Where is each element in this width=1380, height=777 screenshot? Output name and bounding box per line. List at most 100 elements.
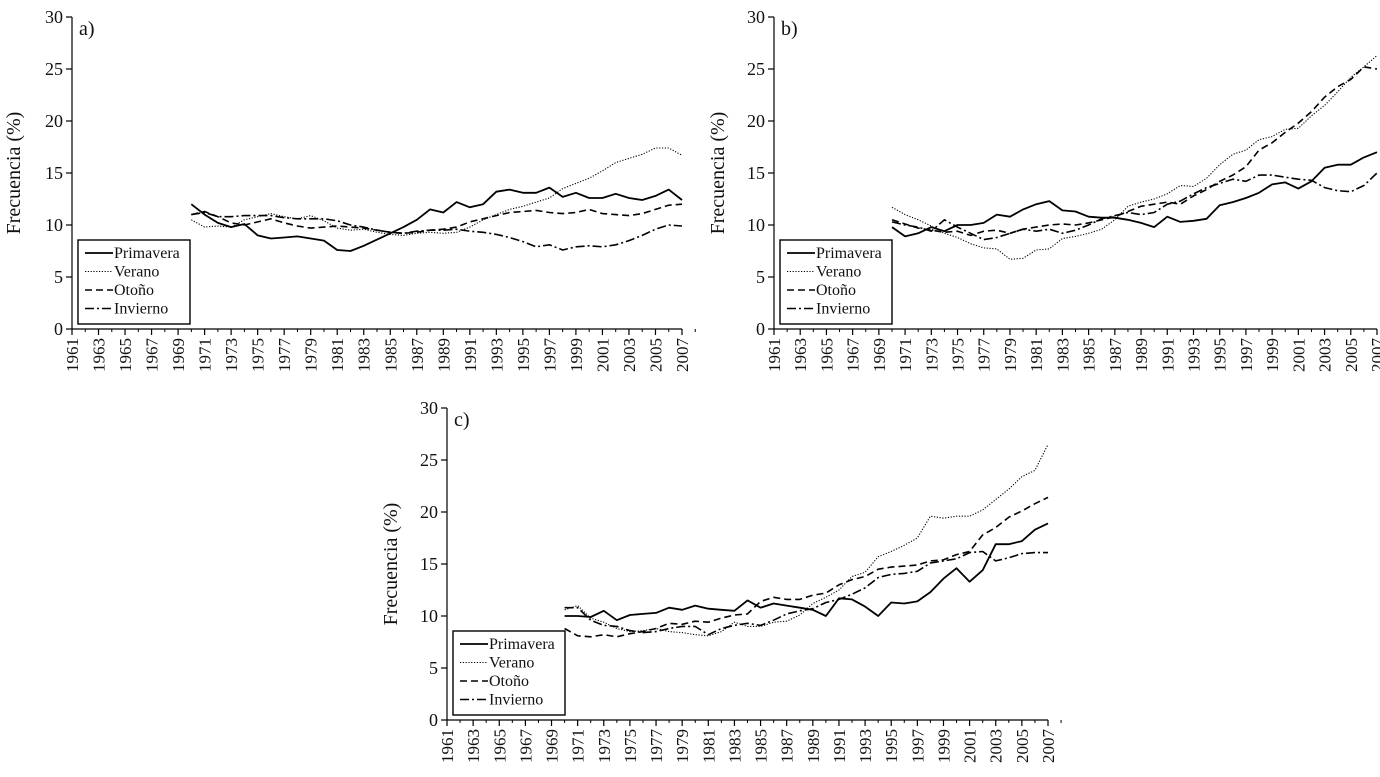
x-tick-label: 1965 — [490, 729, 509, 763]
x-tick-label: 1989 — [434, 338, 453, 372]
y-tick-label: 10 — [45, 215, 63, 235]
x-tick-label: 1997 — [908, 729, 927, 764]
x-tick-label: 1999 — [1263, 338, 1282, 372]
x-tick-label: 2007 — [1039, 729, 1058, 764]
x-tick-label: 1985 — [1080, 338, 1099, 372]
x-tick-label: 2001 — [1289, 338, 1308, 372]
x-tick-label: 1961 — [765, 338, 784, 372]
y-axis-label: Frecuencia (%) — [380, 503, 402, 626]
x-tick-label: 1995 — [882, 729, 901, 763]
x-tick-label: 1993 — [487, 338, 506, 372]
x-tick-label: 1993 — [1184, 338, 1203, 372]
y-tick-label: 10 — [747, 215, 765, 235]
x-tick-label: 1987 — [408, 338, 427, 373]
x-tick-label: 1971 — [196, 338, 215, 372]
x-tick-label: 1965 — [116, 338, 135, 372]
series-line-otono — [191, 203, 683, 235]
x-tick-label: 1967 — [143, 338, 162, 373]
y-tick-label: 30 — [45, 7, 63, 27]
legend-label-primavera: Primavera — [816, 245, 882, 262]
legend-label-verano: Verano — [114, 264, 159, 281]
x-tick-label: 1997 — [1237, 338, 1256, 373]
x-tick-label: 2001 — [593, 338, 612, 372]
x-tick-label: 1973 — [222, 338, 241, 372]
y-tick-label: 25 — [420, 450, 438, 470]
y-tick-label: 25 — [747, 59, 765, 79]
x-tick-label: 1983 — [1053, 338, 1072, 372]
y-tick-label: 15 — [747, 163, 765, 183]
x-tick-label: 2003 — [1316, 338, 1335, 372]
x-tick-label: 1989 — [1132, 338, 1151, 372]
x-tick-label: 1991 — [1158, 338, 1177, 372]
panel-label: b) — [781, 18, 798, 40]
y-tick-label: 0 — [756, 319, 765, 339]
y-tick-label: 0 — [54, 319, 63, 339]
x-tick-label: 1971 — [569, 729, 588, 763]
legend-label-otono: Otoño — [114, 282, 154, 299]
x-tick-label: 2003 — [620, 338, 639, 372]
series-line-verano — [564, 444, 1049, 637]
x-tick-label: 1969 — [169, 338, 188, 372]
legend-label-verano: Verano — [816, 264, 861, 281]
x-tick-label: 1999 — [567, 338, 586, 372]
legend-label-verano: Verano — [489, 655, 534, 672]
x-tick-label: 1971 — [896, 338, 915, 372]
legend-label-otono: Otoño — [489, 673, 529, 690]
x-tick-label: 1983 — [725, 729, 744, 763]
panel-label: c) — [454, 409, 470, 431]
x-tick-label: 1981 — [328, 338, 347, 372]
series-line-otono — [891, 66, 1378, 237]
x-tick-label: 1997 — [540, 338, 559, 373]
legend-label-primavera: Primavera — [489, 636, 555, 653]
x-tick-label: 1963 — [464, 729, 483, 763]
x-tick-label: 1991 — [830, 729, 849, 763]
x-tick-label: 1987 — [1106, 338, 1125, 373]
x-tick-label: 1995 — [514, 338, 533, 372]
panel-label: a) — [79, 18, 95, 40]
x-tick-label: 1979 — [1001, 338, 1020, 372]
x-tick-label: 1975 — [249, 338, 268, 372]
legend-box — [452, 630, 566, 716]
legend-label-otono: Otoño — [816, 282, 856, 299]
legend-box — [77, 239, 191, 325]
x-tick-label: 1961 — [63, 338, 82, 372]
legend-label-invierno: Invierno — [114, 301, 168, 318]
x-tick-label: 2001 — [961, 729, 980, 763]
x-tick-label: 1981 — [1027, 338, 1046, 372]
y-tick-label: 5 — [756, 267, 765, 287]
series-line-verano — [191, 147, 683, 236]
x-tick-label: 1985 — [381, 338, 400, 372]
x-tick-label: 1973 — [595, 729, 614, 763]
x-tick-label: 1993 — [856, 729, 875, 763]
x-tick-label: 1991 — [461, 338, 480, 372]
series-line-primavera — [190, 186, 683, 252]
x-tick-label: 1973 — [922, 338, 941, 372]
x-tick-label: 2005 — [1013, 729, 1032, 763]
y-tick-label: 25 — [45, 59, 63, 79]
y-tick-label: 20 — [747, 111, 765, 131]
x-tick-label: 1981 — [699, 729, 718, 763]
x-tick-label: 1975 — [949, 338, 968, 372]
x-tick-label: 1975 — [621, 729, 640, 763]
y-tick-label: 0 — [429, 710, 438, 730]
x-tick-label: 1969 — [870, 338, 889, 372]
x-tick-label: 2005 — [1342, 338, 1361, 372]
legend-label-invierno: Invierno — [489, 692, 543, 709]
x-tick-label: 1985 — [752, 729, 771, 763]
y-tick-label: 15 — [45, 163, 63, 183]
x-tick-label: 2007 — [1368, 338, 1380, 373]
series-line-invierno — [191, 211, 683, 251]
panel-b: 0 5 10 15 20 25 30 1961 1963 1965 1967 1969 1971 1973… — [707, 7, 1380, 372]
x-tick-label: 2003 — [987, 729, 1006, 763]
y-tick-label: 20 — [420, 502, 438, 522]
x-tick-label: 1995 — [1211, 338, 1230, 372]
x-tick-label: 1979 — [302, 338, 321, 372]
x-tick-label: 1987 — [778, 729, 797, 764]
x-tick-label: 1969 — [543, 729, 562, 763]
series-line-primavera — [891, 151, 1378, 238]
y-tick-label: 15 — [420, 554, 438, 574]
